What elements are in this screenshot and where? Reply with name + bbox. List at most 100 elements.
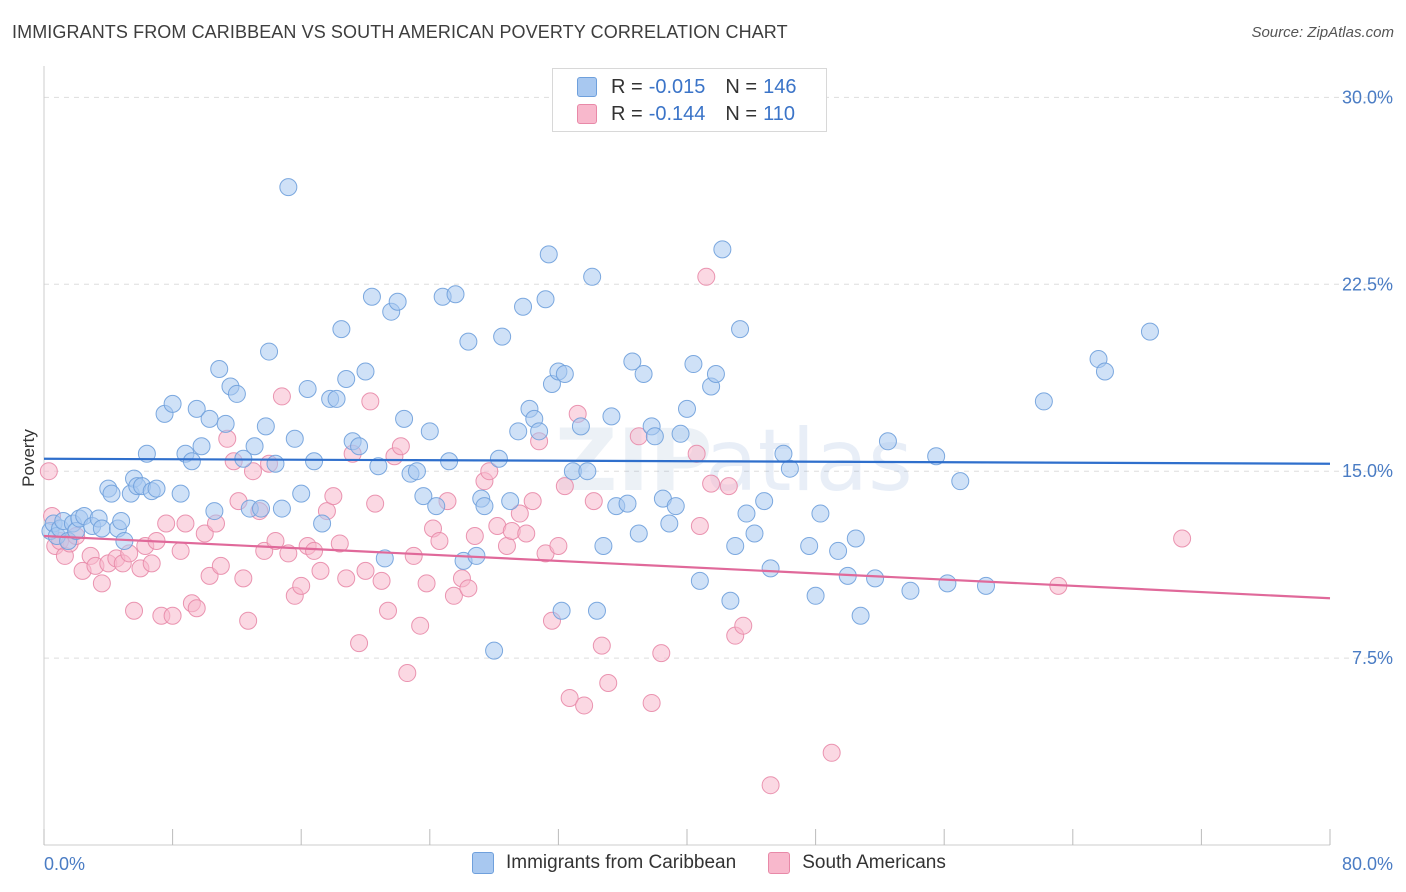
caribbean-point <box>721 591 740 610</box>
south-americans-point <box>690 517 709 536</box>
legend-n-label: N = <box>725 102 758 125</box>
legend-r-value: -0.144 <box>648 102 706 125</box>
south-americans-point <box>510 504 529 523</box>
south-americans-point <box>549 536 568 555</box>
caribbean-point <box>666 497 685 516</box>
caribbean-point <box>829 541 848 560</box>
south-americans-point <box>361 392 380 411</box>
caribbean-point <box>420 422 439 441</box>
axes <box>43 66 1331 846</box>
south-americans-point <box>497 536 516 555</box>
y-tick-label: 7.5% <box>1352 648 1393 668</box>
caribbean-point <box>811 504 830 523</box>
x-tick-label: 0.0% <box>44 854 85 874</box>
caribbean-point <box>851 606 870 625</box>
caribbean-point <box>216 414 235 433</box>
south-americans-point <box>1173 529 1192 548</box>
caribbean-point <box>327 389 346 408</box>
caribbean-point <box>92 519 111 538</box>
south-americans-point <box>292 576 311 595</box>
south-americans-point <box>417 574 436 593</box>
south-americans-point <box>39 462 58 481</box>
caribbean-point <box>200 409 219 428</box>
caribbean-point <box>806 586 825 605</box>
south-americans-point <box>822 743 841 762</box>
south-americans-point <box>243 462 262 481</box>
y-tick-label: 22.5% <box>1342 274 1393 294</box>
south-americans-point <box>266 531 285 550</box>
south-americans-point <box>575 696 594 715</box>
south-americans-point <box>642 693 661 712</box>
caribbean-point <box>292 484 311 503</box>
legend-swatch-south-americans <box>577 104 597 124</box>
caribbean-point <box>414 487 433 506</box>
south-americans-point <box>379 601 398 620</box>
south-americans-point <box>163 606 182 625</box>
south-americans-point <box>761 776 780 795</box>
south-americans-point <box>372 571 391 590</box>
caribbean-point <box>427 497 446 516</box>
south-americans-point <box>279 544 298 563</box>
south-americans-point <box>480 462 499 481</box>
caribbean-point <box>205 502 224 521</box>
south-americans-point <box>584 492 603 511</box>
south-americans-point <box>187 599 206 618</box>
legend-n-label: N = <box>725 75 758 98</box>
south-americans-point <box>459 579 478 598</box>
south-americans-point <box>211 556 230 575</box>
trend-line-caribbean <box>43 457 1331 465</box>
caribbean-point <box>800 536 819 555</box>
legend-r-label: R = <box>611 75 643 98</box>
caribbean-point <box>227 384 246 403</box>
bottom-legend-label-south-americans: South Americans <box>802 852 946 873</box>
caribbean-point <box>690 571 709 590</box>
legend: R = -0.015 N = 146 R = -0.144 N = 110 <box>552 68 827 132</box>
caribbean-point <box>684 355 703 374</box>
caribbean-point <box>706 365 725 383</box>
caribbean-point <box>272 499 291 518</box>
south-americans-point <box>234 569 253 588</box>
caribbean-point <box>578 462 597 481</box>
caribbean-point <box>350 437 369 456</box>
x-tick-label: 80.0% <box>1342 854 1393 874</box>
south-americans-point <box>356 561 375 580</box>
bottom-legend-caribbean: Immigrants from Caribbean <box>472 852 736 874</box>
caribbean-point <box>305 452 324 471</box>
caribbean-point <box>737 504 756 523</box>
caribbean-point <box>587 601 606 620</box>
south-americans-point <box>599 674 618 693</box>
caribbean-point <box>951 472 970 491</box>
y-tick-label: 30.0% <box>1342 87 1393 107</box>
south-americans-point <box>200 566 219 585</box>
legend-n-value: 110 <box>763 102 795 125</box>
legend-r-value: -0.015 <box>648 75 706 98</box>
caribbean-point <box>163 394 182 413</box>
south-americans-point <box>125 601 144 620</box>
caribbean-point <box>137 444 156 463</box>
south-americans-point <box>366 494 385 513</box>
series-south-americans <box>39 267 1192 795</box>
south-americans-point <box>305 541 324 560</box>
south-americans-point <box>171 541 190 560</box>
caribbean-point <box>660 514 679 533</box>
caribbean-point <box>509 422 528 441</box>
bottom-legend-swatch-south-americans <box>768 852 791 874</box>
caribbean-point <box>485 641 504 660</box>
caribbean-point <box>731 320 750 339</box>
caribbean-point <box>298 379 317 398</box>
south-americans-point <box>697 267 716 286</box>
caribbean-point <box>388 292 407 311</box>
south-americans-point <box>176 514 195 533</box>
caribbean-point <box>362 287 381 306</box>
caribbean-point <box>252 499 271 518</box>
caribbean-point <box>976 576 995 595</box>
caribbean-point <box>726 536 745 555</box>
caribbean-point <box>489 449 508 468</box>
caribbean-point <box>602 407 621 426</box>
caribbean-point <box>571 417 590 436</box>
south-americans-point <box>157 514 176 533</box>
caribbean-point <box>279 178 298 197</box>
bottom-legend: Immigrants from Caribbean South American… <box>472 852 978 874</box>
south-americans-point <box>734 616 753 635</box>
